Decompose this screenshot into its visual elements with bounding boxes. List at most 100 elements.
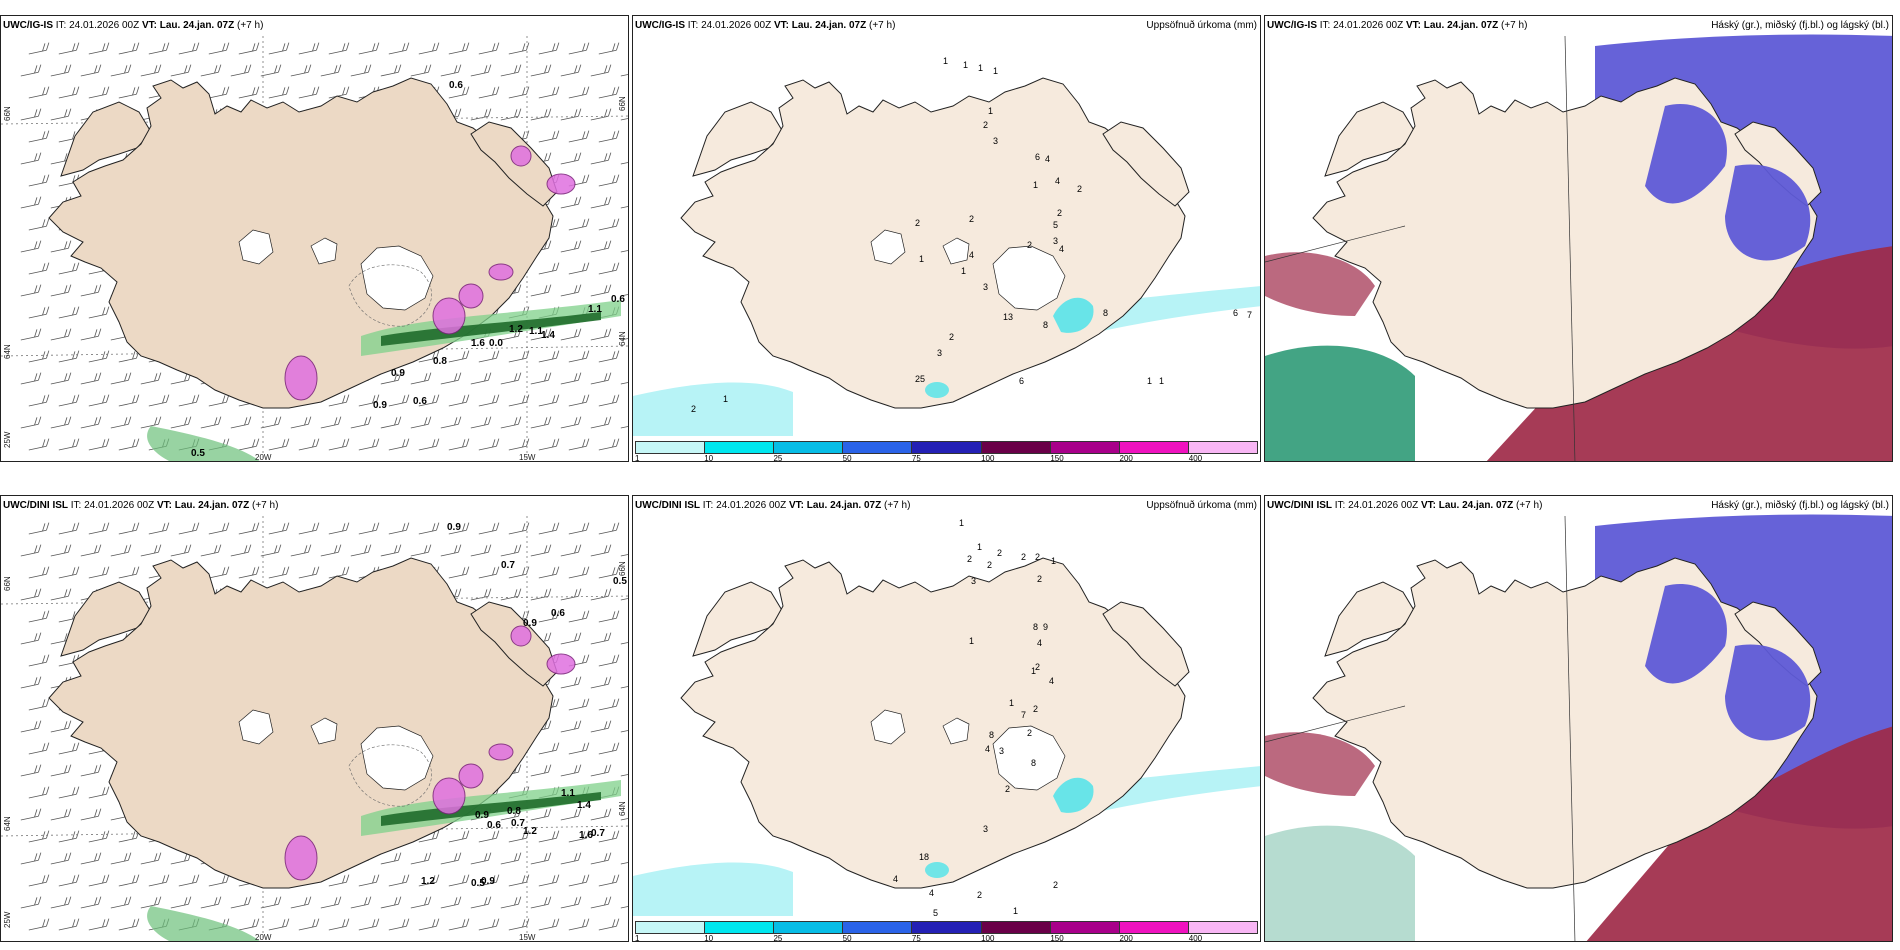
wind-barb bbox=[478, 918, 500, 931]
wind-barb bbox=[620, 859, 628, 865]
wind-barb bbox=[58, 86, 80, 99]
glacier-hofsjokull bbox=[942, 237, 970, 265]
precip-value-label: 2 bbox=[969, 214, 974, 224]
wind-barb bbox=[590, 544, 612, 557]
wind-barb bbox=[440, 852, 462, 865]
wind-barb bbox=[58, 438, 80, 451]
wind-barb bbox=[627, 831, 629, 842]
wind-barb bbox=[80, 764, 102, 777]
precip-value-label: 4 bbox=[969, 250, 974, 260]
precip-value-label: 2 bbox=[1021, 552, 1026, 562]
colorbar-label: 25 bbox=[773, 934, 783, 942]
projection-line bbox=[1564, 515, 1576, 941]
wind-barb bbox=[568, 42, 590, 55]
wind-barb bbox=[627, 175, 629, 186]
wind-barb bbox=[627, 307, 629, 318]
land-east bbox=[470, 121, 558, 207]
lon-label-15w: 15W bbox=[519, 933, 536, 942]
wind-barb bbox=[620, 639, 628, 645]
wind-barb bbox=[290, 896, 312, 909]
wind-barb bbox=[538, 610, 560, 623]
gust-core bbox=[546, 653, 576, 675]
wind-barb bbox=[440, 64, 462, 77]
wind-barb bbox=[28, 438, 50, 451]
wind-barb bbox=[80, 896, 102, 909]
wind-barb bbox=[530, 284, 552, 297]
gust-value-label: 1.2 bbox=[509, 324, 523, 335]
wind-barb bbox=[58, 742, 80, 755]
precip-value-label: 2 bbox=[1035, 552, 1040, 562]
gust-core bbox=[284, 355, 318, 401]
wind-barb bbox=[328, 42, 350, 55]
lon-label-25w: 25W bbox=[3, 911, 12, 928]
precip-value-label: 1 bbox=[1033, 180, 1038, 190]
wind-barb bbox=[20, 764, 42, 777]
wind-barb bbox=[568, 566, 590, 579]
lat-label-64n: 64N bbox=[3, 344, 12, 359]
init-time: IT: 24.01.2026 00Z bbox=[702, 500, 787, 511]
wind-barb bbox=[170, 544, 192, 557]
wind-barb bbox=[627, 439, 629, 450]
gust-value-label: 0.6 bbox=[611, 294, 625, 305]
precip-value-label: 4 bbox=[929, 888, 934, 898]
wind-barb bbox=[58, 786, 80, 799]
wind-barb bbox=[590, 720, 612, 733]
wind-barb bbox=[58, 306, 80, 319]
wind-barb bbox=[28, 786, 50, 799]
gust-value-label: 1.1 bbox=[529, 326, 543, 337]
wind-barb bbox=[568, 698, 590, 711]
wind-barb bbox=[380, 372, 402, 385]
wind-barb bbox=[538, 918, 560, 931]
wind-barb bbox=[80, 328, 102, 341]
wind-barb bbox=[50, 588, 72, 601]
wind-barb bbox=[418, 394, 440, 407]
lead-time: (+7 h) bbox=[237, 20, 264, 31]
precip-value-label: 2 bbox=[1037, 574, 1042, 584]
wind-barb bbox=[238, 438, 260, 451]
wind-barb bbox=[590, 284, 612, 297]
wind-barb bbox=[88, 830, 110, 843]
wind-barb bbox=[470, 64, 492, 77]
wind-barb bbox=[380, 64, 402, 77]
lat-label-right-66n: 66N bbox=[618, 96, 627, 111]
wind-barb bbox=[590, 808, 612, 821]
wind-barb bbox=[118, 394, 140, 407]
lead-time: (+7 h) bbox=[1516, 500, 1543, 511]
lat-label-right-64n: 64N bbox=[618, 801, 627, 816]
wind-barb bbox=[598, 174, 620, 187]
wind-barb bbox=[620, 203, 628, 209]
wind-barb bbox=[290, 544, 312, 557]
wind-barb bbox=[298, 522, 320, 535]
wind-barb bbox=[110, 852, 132, 865]
wind-barb bbox=[410, 544, 432, 557]
wind-barb bbox=[508, 438, 530, 451]
wind-barb bbox=[560, 152, 582, 165]
precip-value-label: 1 bbox=[988, 106, 993, 116]
wind-barb bbox=[20, 544, 42, 557]
colorbar-cell bbox=[774, 922, 844, 933]
wind-barb bbox=[268, 918, 290, 931]
wind-barb bbox=[298, 86, 320, 99]
precip-value-label: 2 bbox=[1035, 662, 1040, 672]
wind-barb bbox=[440, 896, 462, 909]
wind-barb bbox=[478, 438, 500, 451]
wind-barb bbox=[560, 852, 582, 865]
precip-value-label: 2 bbox=[977, 890, 982, 900]
wind-barb bbox=[28, 306, 50, 319]
wind-barb bbox=[478, 42, 500, 55]
wind-barb bbox=[20, 64, 42, 77]
wind-barb bbox=[298, 438, 320, 451]
wind-barb bbox=[620, 247, 628, 253]
gust-value-label: 1.4 bbox=[577, 800, 591, 811]
gust-core bbox=[284, 835, 318, 881]
wind-barb bbox=[20, 152, 42, 165]
colorbar-label: 50 bbox=[842, 454, 852, 462]
wind-barb bbox=[58, 394, 80, 407]
colorbar-cell bbox=[843, 442, 913, 453]
wind-barb bbox=[88, 566, 110, 579]
wind-barb bbox=[50, 240, 72, 253]
wind-barb bbox=[208, 566, 230, 579]
precip-value-label: 3 bbox=[983, 282, 988, 292]
gust-value-label: 0.9 bbox=[373, 400, 387, 411]
